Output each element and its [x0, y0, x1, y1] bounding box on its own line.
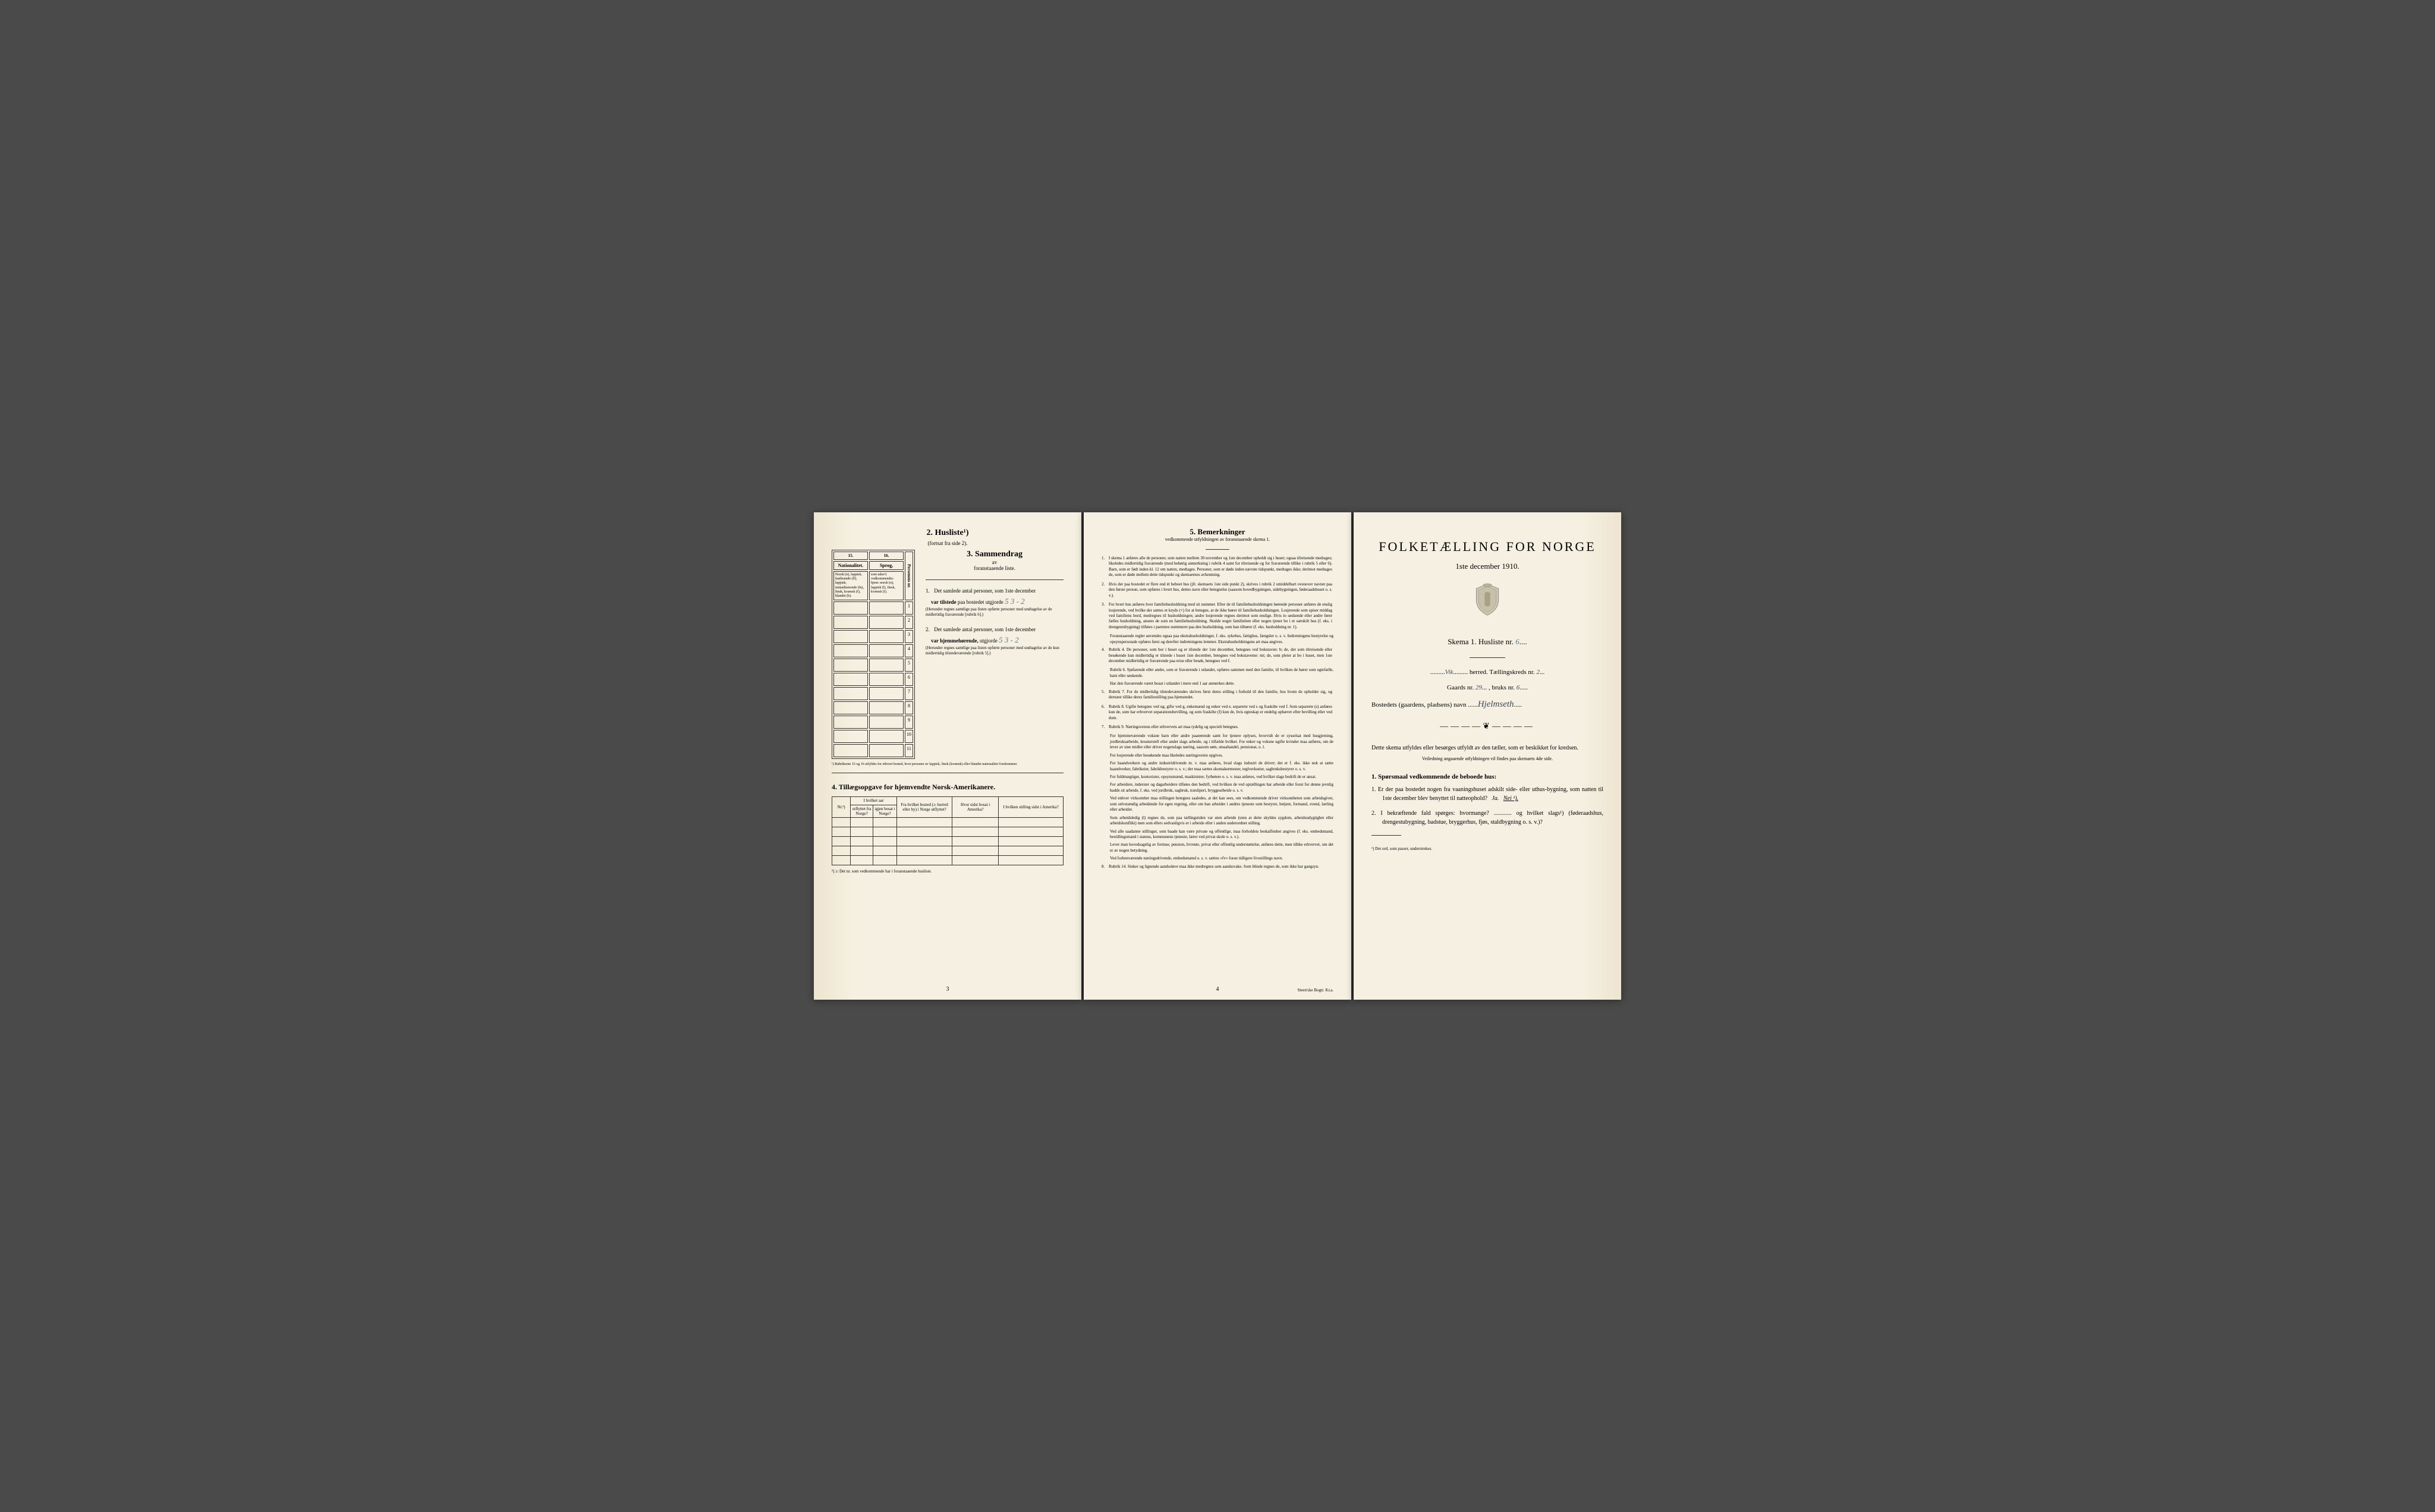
nationality-table: 15. 16. Personens nr. Nationalitet. Spro… [832, 550, 915, 759]
table-row [832, 818, 1064, 827]
remark-item: For haandverkere og andre industridriven… [1110, 761, 1333, 772]
sammendrag-sub: av foranstaaende liste. [926, 559, 1064, 571]
coat-of-arms-icon [1371, 583, 1603, 619]
right-footnote: ¹) Det ord, som passer, understrekes. [1371, 846, 1603, 851]
remark-item: 8.Rubrik 14. Sinker og lignende aandsslø… [1102, 864, 1333, 870]
husliste-subtitle: (fortsat fra side 2). [832, 540, 1064, 546]
kreds-value: 2 [1536, 669, 1540, 676]
remark-item: 6.Rubrik 8. Ugifte betegnes ved ug, gift… [1102, 704, 1333, 721]
bemerkninger-title: 5. Bemerkninger [1102, 527, 1333, 537]
table-row: 8 [833, 701, 913, 714]
instruction-sub: Veiledning angaaende utfyldningen vil fi… [1371, 756, 1603, 761]
table-row: 9 [833, 716, 913, 729]
table-row: 5 [833, 659, 913, 672]
table-row [832, 856, 1064, 865]
remark-item: For arbeidere, inderster og dagarbeidere… [1110, 782, 1333, 793]
remark-item: Ved forhenværende næringsdrivende, embed… [1110, 856, 1333, 861]
sporsmaal-section: 1. Spørsmaal vedkommende de beboede hus:… [1371, 773, 1603, 827]
husliste-footnote: ¹) Rubrikerne 15 og 16 utfyldes for ethv… [832, 763, 1064, 767]
gaards-value: 29 [1476, 684, 1482, 691]
col-16-num: 16. [869, 552, 904, 560]
page-1-title: FOLKETÆLLING FOR NORGE 1ste december 191… [1354, 512, 1621, 1000]
col-15-head: Nationalitet. [833, 561, 868, 570]
husliste-heading: 2. Husliste¹) [832, 527, 1064, 538]
remark-item: 3.For hvert hus anføres hver familiehush… [1102, 602, 1333, 630]
table-row: 7 [833, 687, 913, 700]
herred-line: .........Vik......... herred. Tællingskr… [1371, 669, 1603, 676]
nei-underlined: Nei ¹). [1503, 795, 1518, 802]
hjemme-value: 5 3 - 2 [999, 635, 1019, 644]
gaards-line: Gaards nr. 29... , bruks nr. 6..... [1371, 684, 1603, 691]
bemerkninger-section: 5. Bemerkninger vedkommende utfyldningen… [1102, 527, 1333, 870]
page-number-3: 3 [946, 986, 949, 993]
sammendrag-item-1: 1. Det samlede antal personer, som 1ste … [926, 587, 1064, 618]
person-nr-col: Personens nr. [905, 552, 913, 600]
question-2: 2. I bekræftende fald spørges: hvormange… [1371, 809, 1603, 827]
instruction-text: Dette skema utfyldes eller besørges utfy… [1371, 744, 1603, 752]
sammendrag-item-2: 2. Det samlede antal personer, som 1ste … [926, 626, 1064, 656]
ornament-divider: ————❦———— [1371, 722, 1603, 732]
main-title: FOLKETÆLLING FOR NORGE [1371, 539, 1603, 555]
table-row: 11 [833, 744, 913, 757]
remark-item: 4.Rubrik 4. De personer, som bor i huset… [1102, 647, 1333, 664]
bemerkninger-subtitle: vedkommende utfyldningen av foranstaaend… [1102, 537, 1333, 542]
remark-item: 2.Hvis der paa bostedet er flere end ét … [1102, 582, 1333, 598]
remark-item: Ved enhver virksomhet maa stillingen bet… [1110, 796, 1333, 812]
bemerkninger-list: 1.I skema 1 anføres alle de personer, so… [1102, 556, 1333, 870]
remark-item: Rubrik 6. Sjøfarende eller andre, som er… [1110, 667, 1333, 679]
remark-item: 1.I skema 1 anføres alle de personer, so… [1102, 556, 1333, 578]
tilstede-value: 5 3 - 2 [1005, 597, 1025, 606]
table-row [832, 837, 1064, 846]
table-row: 10 [833, 730, 913, 743]
remark-item: Som arbeidsledig (l) regnes de, som paa … [1110, 815, 1333, 827]
table-row [832, 827, 1064, 837]
remark-item: For losjerende eller besøkende maa likel… [1110, 753, 1333, 758]
question-1: 1. Er der paa bostedet nogen fra vaaning… [1371, 785, 1603, 803]
col-16-sub: som tales¹) vedkommendes hjem: norsk (n)… [869, 571, 904, 600]
table-row: 3 [833, 630, 913, 643]
col-16-head: Sprog, [869, 561, 904, 570]
husliste-nr: 6 [1515, 637, 1519, 646]
left-top-row: 15. 16. Personens nr. Nationalitet. Spro… [832, 550, 1064, 759]
census-date: 1ste december 1910. [1371, 562, 1603, 571]
bruks-value: 6 [1517, 684, 1520, 691]
remark-item: 5.Rubrik 7. For de midlertidig tilstedev… [1102, 689, 1333, 701]
page-4: 5. Bemerkninger vedkommende utfyldningen… [1084, 512, 1351, 1000]
husliste-title: 2. Husliste¹) [926, 528, 968, 537]
tillaeg-footnote: ²) ɔ: Det nr. som vedkommende har i fora… [832, 869, 1064, 874]
document-spread: 2. Husliste¹) (fortsat fra side 2). 15. … [814, 512, 1621, 1000]
printer-mark: Steen'ske Bogtr. Kr.a. [1297, 988, 1333, 993]
remark-item: Foranstaaende regler anvendes ogsaa paa … [1110, 634, 1333, 645]
remark-item: Har den fraværende været bosat i utlande… [1110, 681, 1333, 686]
col-15-sub: Norsk (n), lappisk, fastboende (lf), lap… [833, 571, 868, 600]
col-15-num: 15. [833, 552, 868, 560]
table-row: 1 [833, 601, 913, 615]
sammendrag-title: 3. Sammendrag [926, 550, 1064, 559]
sammendrag-section: 3. Sammendrag av foranstaaende liste. 1.… [922, 550, 1064, 759]
section4-title: 4. Tillægsopgave for hjemvendte Norsk-Am… [832, 783, 1064, 792]
remark-item: 7.Rubrik 9. Næringsveiens eller erhverve… [1102, 724, 1333, 730]
sporsmaal-heading: 1. Spørsmaal vedkommende de beboede hus: [1371, 773, 1603, 780]
page-number-4: 4 [1216, 986, 1219, 993]
page-3: 2. Husliste¹) (fortsat fra side 2). 15. … [814, 512, 1081, 1000]
bosted-value: Hjelmseth [1478, 700, 1514, 709]
skema-line: Skema 1. Husliste nr. 6.... [1371, 637, 1603, 647]
remark-item: For fuldmægtiger, kontorister, opsynsmæn… [1110, 774, 1333, 780]
table-row: 2 [833, 616, 913, 629]
table-row [832, 846, 1064, 856]
section-4: 4. Tillægsopgave for hjemvendte Norsk-Am… [832, 783, 1064, 874]
herred-value: Vik [1445, 669, 1454, 676]
table-row: 4 [833, 644, 913, 657]
remark-item: Ved alle saadanne stillinger, som baade … [1110, 829, 1333, 840]
bosted-line: Bostedets (gaardens, pladsens) navn ....… [1371, 700, 1603, 710]
tillaeg-table: Nr.²) I hvilket aar Fra hvilket bosted (… [832, 796, 1064, 865]
table-row: 6 [833, 673, 913, 686]
remark-item: Lever man hovedsagelig av formue, pensio… [1110, 842, 1333, 853]
remark-item: For hjemmeværende voksne barn eller andr… [1110, 733, 1333, 750]
